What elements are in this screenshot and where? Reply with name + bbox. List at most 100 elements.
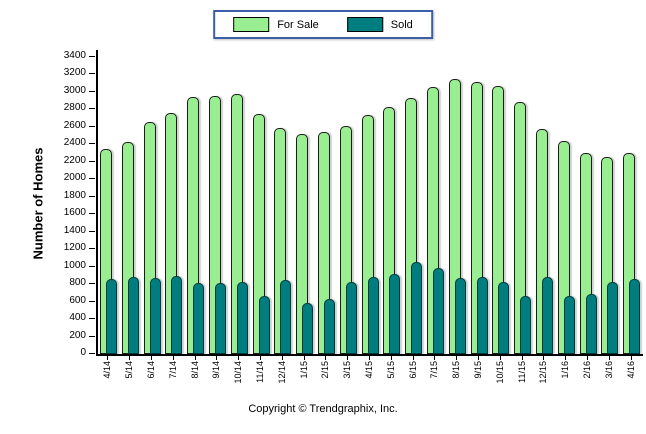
bar-sold xyxy=(520,296,532,354)
x-axis-tick xyxy=(587,356,588,360)
x-axis-tick xyxy=(347,356,349,360)
x-axis-tick-label: 10/14 xyxy=(233,361,244,384)
bar-sold xyxy=(454,278,466,354)
for-sale-swatch-icon xyxy=(233,17,270,32)
y-axis-tick-label: 2200 xyxy=(63,154,86,166)
x-axis-tick-label: 1/15 xyxy=(298,361,309,379)
x-axis-tick xyxy=(151,356,152,360)
bar-sold xyxy=(345,282,357,354)
bar-sold xyxy=(389,274,401,354)
x-axis-tick-label: 5/14 xyxy=(124,361,135,379)
copyright-text: Copyright © Trendgraphix, Inc. xyxy=(248,403,398,415)
y-axis-tick-label: 600 xyxy=(69,294,86,306)
y-axis-tick xyxy=(89,353,95,354)
bar-sold xyxy=(367,277,379,354)
x-axis-tick-label: 4/14 xyxy=(102,361,113,379)
x-axis-tick-label: 12/15 xyxy=(538,361,549,384)
bar-sold xyxy=(258,296,270,354)
y-axis-tick-label: 400 xyxy=(69,312,86,324)
y-axis-tick-label: 0 xyxy=(80,347,86,358)
bar-sold xyxy=(607,282,619,354)
y-axis-tick xyxy=(89,195,95,197)
y-axis-tick-label: 2400 xyxy=(63,137,86,149)
y-axis-tick-label: 3400 xyxy=(63,50,86,61)
y-axis-tick-label: 3000 xyxy=(63,84,86,96)
y-axis-tick-label: 2000 xyxy=(63,172,86,184)
y-axis-tick xyxy=(89,178,95,180)
y-axis-tick xyxy=(89,230,95,232)
legend-item-for-sale: For Sale xyxy=(233,17,319,32)
y-axis-tick xyxy=(89,108,95,110)
x-axis-tick xyxy=(325,356,327,360)
bar-sold xyxy=(629,279,641,354)
bar-sold xyxy=(433,268,444,354)
legend-label-for-sale: For Sale xyxy=(277,18,319,31)
bar-sold xyxy=(585,294,597,354)
y-axis-tick xyxy=(89,56,95,57)
x-axis-tick xyxy=(630,356,632,360)
y-axis-tick-label: 1600 xyxy=(63,207,86,219)
y-axis-tick-label: 2800 xyxy=(63,102,86,114)
x-axis-tick xyxy=(499,356,501,360)
y-axis-tick xyxy=(89,73,95,75)
x-axis-tick-label: 2/15 xyxy=(320,361,331,379)
y-axis-tick-label: 1000 xyxy=(63,259,86,271)
y-axis-tick-label: 1200 xyxy=(63,242,86,254)
x-axis-tick xyxy=(216,356,218,360)
y-axis-tick xyxy=(89,265,95,267)
x-axis-tick xyxy=(434,356,436,360)
y-axis-tick xyxy=(89,213,95,215)
y-axis-tick-label: 1400 xyxy=(63,224,86,236)
x-axis-tick xyxy=(390,356,392,360)
x-axis-tick xyxy=(129,356,131,360)
x-axis-tick xyxy=(369,356,370,360)
y-axis-tick-label: 2600 xyxy=(63,119,86,131)
bar-sold xyxy=(106,279,117,354)
y-axis-tick xyxy=(89,300,95,302)
legend: For Sale Sold xyxy=(213,10,433,39)
bar-sold xyxy=(171,276,183,354)
bar-sold xyxy=(280,280,292,354)
x-axis-tick-label: 3/16 xyxy=(603,361,614,379)
bar-sold xyxy=(563,296,575,354)
bar-sold xyxy=(411,262,423,354)
legend-label-sold: Sold xyxy=(390,18,413,31)
bar-sold xyxy=(236,282,248,354)
x-axis-tick-label: 8/15 xyxy=(451,361,462,379)
x-axis-tick-label: 11/15 xyxy=(516,361,527,383)
x-axis-tick xyxy=(172,356,174,360)
x-axis-tick xyxy=(543,356,545,360)
y-axis-tick-label: 200 xyxy=(69,329,86,341)
x-axis-tick xyxy=(608,356,610,360)
bar-sold xyxy=(193,283,205,354)
x-axis-tick xyxy=(107,356,109,360)
y-axis-tick xyxy=(89,248,95,250)
bar-sold xyxy=(542,277,553,354)
x-axis-tick-label: 10/15 xyxy=(494,361,505,384)
bar-sold xyxy=(149,278,161,354)
legend-item-sold: Sold xyxy=(346,17,413,32)
y-axis-tick xyxy=(89,335,95,337)
y-axis-tick-label: 3200 xyxy=(63,67,86,79)
y-axis-tick xyxy=(89,125,95,127)
bar-sold xyxy=(127,277,139,354)
y-axis-tick-label: 800 xyxy=(69,277,86,289)
x-axis-tick xyxy=(456,356,458,360)
x-axis-tick-label: 5/15 xyxy=(385,361,396,379)
bar-sold xyxy=(476,277,488,354)
x-axis-tick xyxy=(521,356,523,360)
x-axis-tick xyxy=(260,356,261,360)
sold-swatch-icon xyxy=(346,17,383,32)
x-axis-tick-label: 4/16 xyxy=(625,361,636,379)
x-axis-tick-label: 9/15 xyxy=(473,361,483,379)
x-axis-tick-label: 1/16 xyxy=(560,361,571,379)
plot-area xyxy=(96,50,643,356)
x-axis-tick-label: 2/16 xyxy=(582,361,592,379)
y-axis-tick-label: 1800 xyxy=(63,189,86,201)
x-axis-tick-label: 8/14 xyxy=(189,361,200,379)
x-axis-tick-label: 6/14 xyxy=(146,361,156,379)
x-axis-tick-label: 7/15 xyxy=(429,361,440,379)
x-axis-tick-label: 11/14 xyxy=(255,361,265,383)
x-axis-tick xyxy=(194,356,196,360)
bar-sold xyxy=(215,283,226,354)
